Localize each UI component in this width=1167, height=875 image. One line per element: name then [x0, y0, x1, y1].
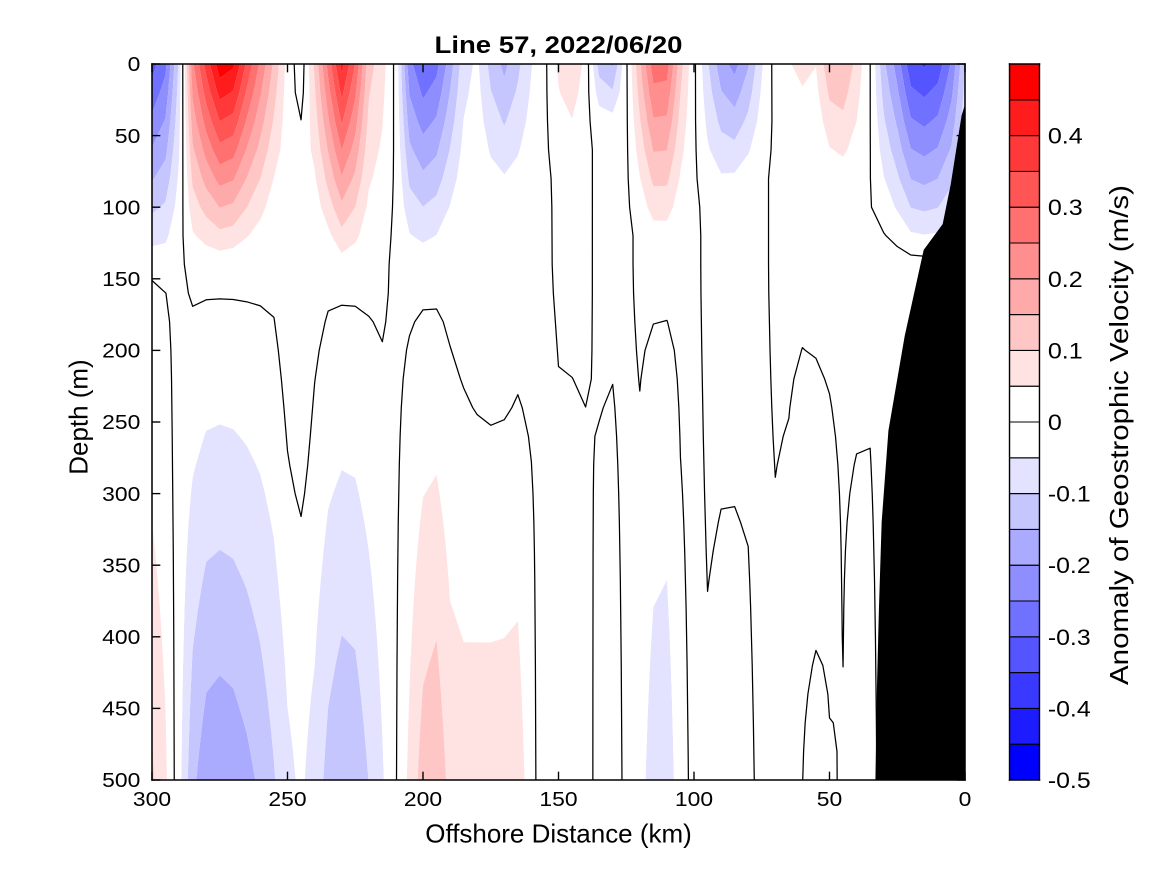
svg-text:Depth (m): Depth (m) — [64, 359, 94, 474]
svg-text:50: 50 — [817, 789, 842, 811]
svg-text:0.1: 0.1 — [1048, 338, 1083, 363]
svg-text:0: 0 — [959, 789, 972, 811]
svg-text:0.4: 0.4 — [1048, 124, 1083, 149]
svg-text:100: 100 — [675, 789, 713, 811]
svg-text:Line 57, 2022/06/20: Line 57, 2022/06/20 — [435, 32, 683, 59]
svg-text:-0.2: -0.2 — [1048, 553, 1091, 578]
svg-text:Anomaly of Geostrophic Velocit: Anomaly of Geostrophic Velocity (m/s) — [1104, 185, 1134, 685]
svg-text:200: 200 — [102, 341, 140, 363]
svg-text:-0.3: -0.3 — [1048, 625, 1091, 650]
svg-text:-0.4: -0.4 — [1048, 696, 1091, 721]
svg-text:400: 400 — [102, 627, 140, 649]
svg-text:150: 150 — [539, 789, 577, 811]
svg-text:350: 350 — [102, 555, 140, 577]
svg-text:250: 250 — [268, 789, 306, 811]
svg-text:500: 500 — [102, 770, 140, 792]
svg-text:-0.1: -0.1 — [1048, 482, 1091, 507]
svg-text:300: 300 — [102, 484, 140, 506]
svg-text:Offshore Distance (km): Offshore Distance (km) — [425, 818, 692, 848]
svg-text:250: 250 — [102, 412, 140, 434]
svg-text:200: 200 — [404, 789, 442, 811]
svg-text:150: 150 — [102, 269, 140, 291]
svg-text:300: 300 — [133, 789, 171, 811]
svg-text:0.2: 0.2 — [1048, 267, 1083, 292]
svg-text:50: 50 — [115, 126, 140, 148]
svg-text:-0.5: -0.5 — [1048, 768, 1091, 793]
svg-text:0.3: 0.3 — [1048, 195, 1083, 220]
svg-text:100: 100 — [102, 197, 140, 219]
svg-text:450: 450 — [102, 699, 140, 721]
svg-text:0: 0 — [1048, 410, 1062, 435]
svg-text:0: 0 — [128, 54, 141, 76]
